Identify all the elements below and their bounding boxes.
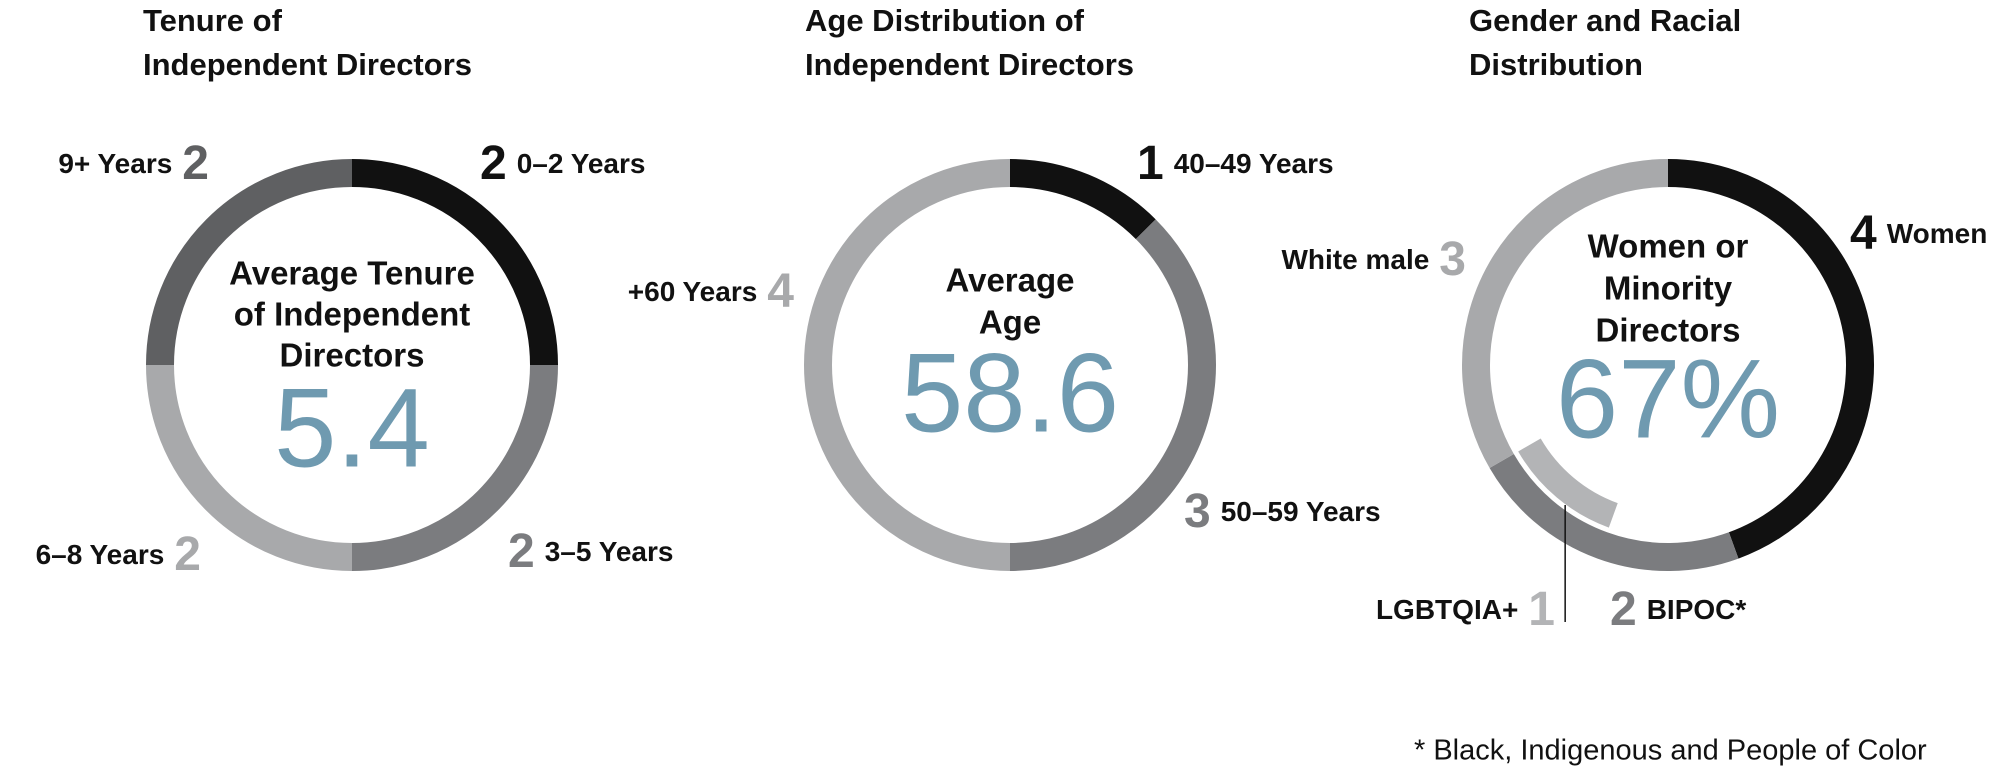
- center-label: Average Tenure: [229, 255, 475, 292]
- center-label: Age: [979, 304, 1041, 341]
- center-value: 5.4: [274, 366, 430, 491]
- chart-title: Independent Directors: [805, 47, 1134, 82]
- donut-segment: [351, 159, 558, 366]
- segment-value: 1: [1528, 583, 1555, 636]
- segment-name: 3–5 Years: [545, 536, 674, 567]
- chart-title: Age Distribution of: [805, 3, 1085, 38]
- segment-name: +60 Years: [628, 276, 758, 307]
- center-label: Directors: [280, 337, 425, 374]
- segment-label: 4 Women: [1850, 207, 1987, 260]
- segment-name: 6–8 Years: [36, 539, 165, 570]
- segment-name: White male: [1281, 244, 1429, 275]
- segment-label: 3 50–59 Years: [1184, 485, 1381, 538]
- segment-label: 2 BIPOC*: [1610, 583, 1746, 636]
- donut-segment: [804, 159, 1011, 571]
- segment-name: 40–49 Years: [1174, 148, 1334, 179]
- segment-value: 2: [174, 528, 201, 581]
- center-label: Average: [945, 262, 1074, 299]
- donut-segment: [351, 364, 558, 571]
- donut-segment: [1009, 219, 1216, 571]
- segment-value: 2: [480, 137, 507, 190]
- center-label: Directors: [1596, 312, 1741, 349]
- donut-segment: [1667, 159, 1874, 559]
- segment-name: BIPOC*: [1647, 594, 1747, 625]
- segment-value: 3: [1439, 233, 1466, 286]
- donut-segment: [146, 364, 353, 571]
- segment-label: LGBTQIA+ 1: [1376, 583, 1555, 636]
- segment-value: 2: [508, 525, 535, 578]
- segment-value: 1: [1137, 137, 1164, 190]
- center-label: Minority: [1604, 270, 1733, 307]
- segment-label: 6–8 Years 2: [36, 528, 201, 581]
- chart-title: Distribution: [1469, 47, 1643, 82]
- chart-title: Independent Directors: [143, 47, 472, 82]
- center-label: of Independent: [234, 296, 470, 333]
- center-label: Women or: [1588, 228, 1749, 265]
- segment-value: 2: [1610, 583, 1637, 636]
- center-value: 67%: [1556, 337, 1780, 462]
- segment-label: White male 3: [1281, 233, 1466, 286]
- segment-name: 50–59 Years: [1221, 496, 1381, 527]
- segment-value: 4: [767, 265, 794, 318]
- inner-segment: [1518, 438, 1619, 528]
- segment-value: 4: [1850, 207, 1877, 260]
- segment-name: 0–2 Years: [517, 148, 646, 179]
- segment-label: 2 0–2 Years: [480, 137, 645, 190]
- chart-title: Gender and Racial: [1469, 3, 1741, 38]
- center-value: 58.6: [901, 331, 1119, 456]
- segment-label: 2 3–5 Years: [508, 525, 673, 578]
- segment-label: 1 40–49 Years: [1137, 137, 1334, 190]
- segment-value: 2: [182, 137, 209, 190]
- segment-value: 3: [1184, 485, 1211, 538]
- segment-name: 9+ Years: [58, 148, 172, 179]
- donut-segment: [1489, 453, 1739, 571]
- donut-segment: [1009, 159, 1156, 240]
- segment-label: 9+ Years 2: [58, 137, 209, 190]
- segment-label: +60 Years 4: [628, 265, 795, 318]
- segment-name: Women: [1887, 218, 1988, 249]
- segment-name: LGBTQIA+: [1376, 594, 1518, 625]
- chart-title: Tenure of: [143, 3, 283, 38]
- donut-segment: [146, 159, 353, 366]
- footnote: * Black, Indigenous and People of Color: [1414, 735, 1927, 767]
- donut-segment: [1462, 159, 1669, 468]
